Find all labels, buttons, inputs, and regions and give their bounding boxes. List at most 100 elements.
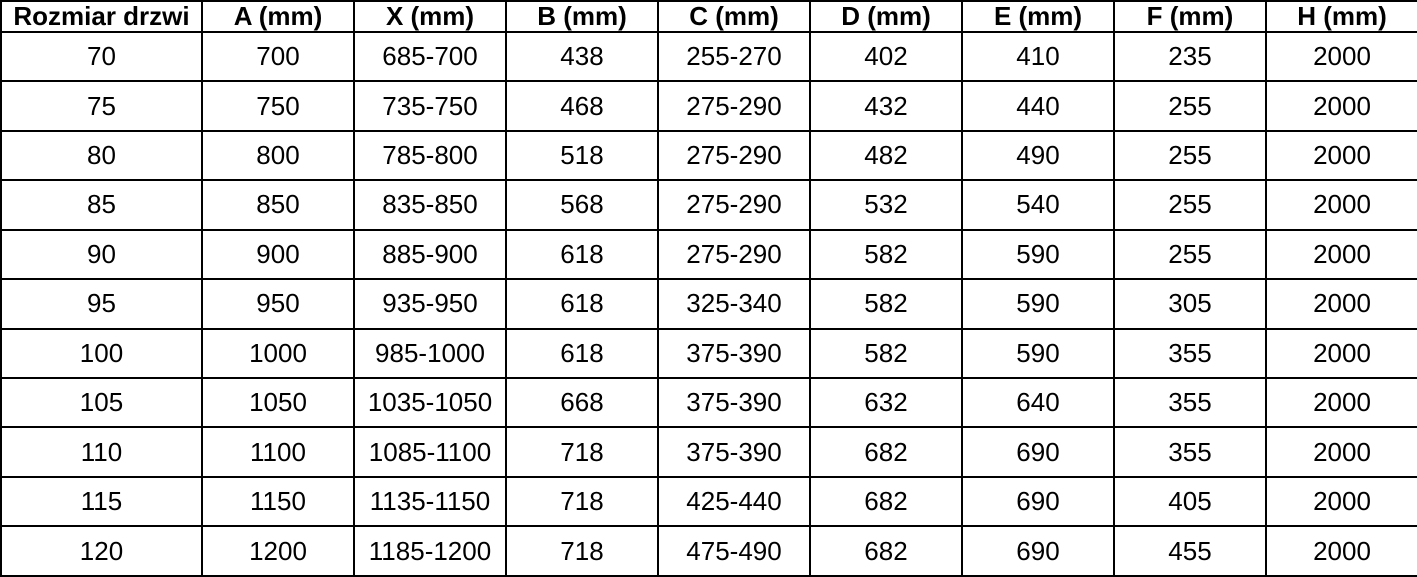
dimension-cell: 2000 xyxy=(1265,129,1417,182)
dimension-cell: 800 xyxy=(201,129,355,182)
table-row: 105 1050 1035-1050 668 375-390 632 640 355 2000 xyxy=(0,376,1417,429)
dimension-cell: 475-490 xyxy=(657,525,811,577)
dimension-cell: 850 xyxy=(201,179,355,231)
dimension-cell: 640 xyxy=(961,376,1115,429)
column-header: X (mm) xyxy=(353,0,507,33)
dimension-cell: 1135-1150 xyxy=(353,475,507,528)
dimension-cell: 985-1000 xyxy=(353,327,507,379)
dimension-cell: 490 xyxy=(961,129,1115,182)
dimension-cell: 305 xyxy=(1113,278,1267,330)
dimension-cell: 682 xyxy=(809,426,963,478)
door-size-cell: 75 xyxy=(0,80,203,132)
dimension-cell: 255 xyxy=(1113,129,1267,182)
column-header: H (mm) xyxy=(1265,0,1417,33)
door-size-cell: 90 xyxy=(0,228,203,281)
dimension-cell: 590 xyxy=(961,228,1115,281)
dimension-cell: 1035-1050 xyxy=(353,376,507,429)
dimension-cell: 1185-1200 xyxy=(353,525,507,577)
dimension-cell: 668 xyxy=(505,376,659,429)
table-row: 75 750 735-750 468 275-290 432 440 255 2000 xyxy=(0,80,1417,132)
dimension-cell: 1050 xyxy=(201,376,355,429)
table-row: 90 900 885-900 618 275-290 582 590 255 2000 xyxy=(0,228,1417,281)
dimension-cell: 582 xyxy=(809,327,963,379)
dimension-cell: 900 xyxy=(201,228,355,281)
dimension-cell: 255 xyxy=(1113,80,1267,132)
door-size-cell: 85 xyxy=(0,179,203,231)
table-row: 120 1200 1185-1200 718 475-490 682 690 455 2000 xyxy=(0,525,1417,577)
column-header: A (mm) xyxy=(201,0,355,33)
dimension-cell: 440 xyxy=(961,80,1115,132)
dimension-cell: 885-900 xyxy=(353,228,507,281)
dimension-cell: 718 xyxy=(505,525,659,577)
dimension-cell: 438 xyxy=(505,30,659,83)
dimension-cell: 718 xyxy=(505,475,659,528)
door-size-cell: 115 xyxy=(0,475,203,528)
dimension-cell: 275-290 xyxy=(657,80,811,132)
dimension-cell: 518 xyxy=(505,129,659,182)
dimension-cell: 1200 xyxy=(201,525,355,577)
dimension-cell: 455 xyxy=(1113,525,1267,577)
dimension-cell: 735-750 xyxy=(353,80,507,132)
dimension-cell: 275-290 xyxy=(657,179,811,231)
dimension-cell: 2000 xyxy=(1265,179,1417,231)
dimension-cell: 690 xyxy=(961,525,1115,577)
dimension-cell: 785-800 xyxy=(353,129,507,182)
dimension-cell: 618 xyxy=(505,327,659,379)
dimension-cell: 375-390 xyxy=(657,376,811,429)
column-header: E (mm) xyxy=(961,0,1115,33)
column-header: Rozmiar drzwi xyxy=(0,0,203,33)
dimension-cell: 2000 xyxy=(1265,278,1417,330)
table-row: 80 800 785-800 518 275-290 482 490 255 2000 xyxy=(0,129,1417,182)
dimension-cell: 2000 xyxy=(1265,327,1417,379)
dimension-cell: 690 xyxy=(961,475,1115,528)
table-row: 85 850 835-850 568 275-290 532 540 255 2000 xyxy=(0,179,1417,231)
table-row: 70 700 685-700 438 255-270 402 410 235 2000 xyxy=(0,30,1417,83)
dimension-cell: 468 xyxy=(505,80,659,132)
dimension-cell: 2000 xyxy=(1265,475,1417,528)
dimension-cell: 750 xyxy=(201,80,355,132)
dimension-cell: 410 xyxy=(961,30,1115,83)
dimension-cell: 2000 xyxy=(1265,228,1417,281)
dimension-cell: 1000 xyxy=(201,327,355,379)
dimension-cell: 375-390 xyxy=(657,426,811,478)
dimension-cell: 590 xyxy=(961,278,1115,330)
dimension-cell: 355 xyxy=(1113,376,1267,429)
dimension-cell: 718 xyxy=(505,426,659,478)
dimension-cell: 682 xyxy=(809,475,963,528)
dimension-cell: 935-950 xyxy=(353,278,507,330)
dimension-cell: 1085-1100 xyxy=(353,426,507,478)
dimension-cell: 1100 xyxy=(201,426,355,478)
dimension-cell: 255 xyxy=(1113,228,1267,281)
table-row: 95 950 935-950 618 325-340 582 590 305 2000 xyxy=(0,278,1417,330)
column-header: C (mm) xyxy=(657,0,811,33)
dimension-cell: 540 xyxy=(961,179,1115,231)
dimension-cell: 1150 xyxy=(201,475,355,528)
dimension-cell: 235 xyxy=(1113,30,1267,83)
dimension-cell: 425-440 xyxy=(657,475,811,528)
column-header: B (mm) xyxy=(505,0,659,33)
dimension-cell: 275-290 xyxy=(657,228,811,281)
dimension-cell: 2000 xyxy=(1265,426,1417,478)
dimension-cell: 685-700 xyxy=(353,30,507,83)
door-size-cell: 105 xyxy=(0,376,203,429)
dimension-cell: 700 xyxy=(201,30,355,83)
dimension-cell: 355 xyxy=(1113,426,1267,478)
dimension-cell: 2000 xyxy=(1265,525,1417,577)
dimension-cell: 405 xyxy=(1113,475,1267,528)
dimension-cell: 582 xyxy=(809,278,963,330)
dimension-cell: 582 xyxy=(809,228,963,281)
column-header: D (mm) xyxy=(809,0,963,33)
column-header: F (mm) xyxy=(1113,0,1267,33)
dimension-cell: 2000 xyxy=(1265,30,1417,83)
dimension-cell: 618 xyxy=(505,278,659,330)
dimension-cell: 590 xyxy=(961,327,1115,379)
dimension-cell: 402 xyxy=(809,30,963,83)
door-size-cell: 95 xyxy=(0,278,203,330)
dimension-cell: 532 xyxy=(809,179,963,231)
door-size-cell: 120 xyxy=(0,525,203,577)
dimension-cell: 568 xyxy=(505,179,659,231)
dimension-cell: 375-390 xyxy=(657,327,811,379)
dimension-cell: 255 xyxy=(1113,179,1267,231)
